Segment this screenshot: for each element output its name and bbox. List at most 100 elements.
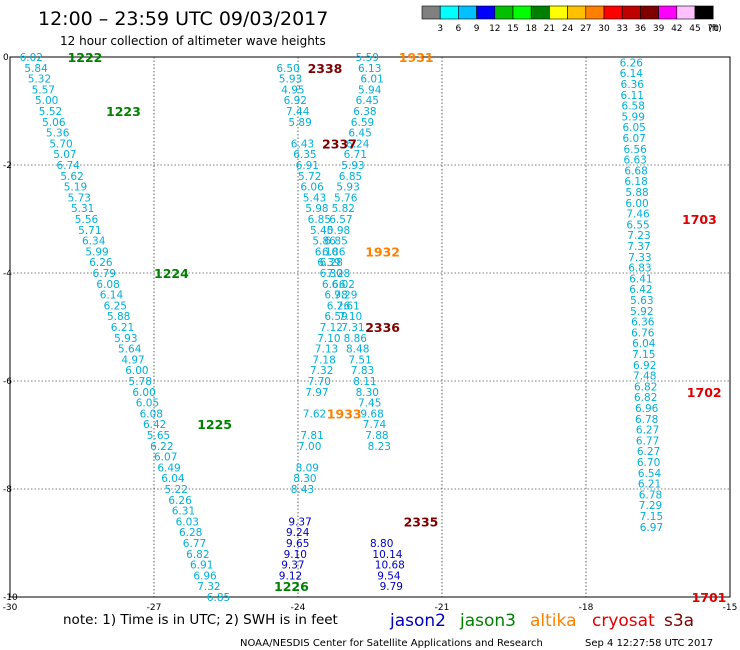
wave-height-label: 6.78 (639, 489, 662, 501)
x-tick-label: -27 (147, 603, 162, 613)
wave-height-label: 7.12 (320, 322, 343, 334)
wave-height-label: 5.92 (630, 306, 653, 318)
pass-time-labels: 1222 1223 1224 1225 1226 2338 2337 2336 2335 1931… (68, 50, 727, 605)
wave-height-label: 6.21 (638, 479, 661, 491)
wave-height-label: 6.58 (622, 101, 645, 113)
wave-height-label: 6.59 (351, 117, 374, 129)
wave-height-label: 8.48 (346, 344, 369, 356)
wave-height-label: 5.82 (332, 203, 355, 215)
wave-height-label: 7.46 (626, 209, 650, 221)
wave-height-label: 6.39 (317, 257, 340, 269)
legend-item-cryosat: cryosat (592, 611, 655, 631)
wave-height-label: 6.25 (104, 300, 127, 312)
wave-height-label: 6.68 (624, 165, 647, 177)
wave-height-label: 5.93 (341, 160, 364, 172)
colorbar-swatch (603, 5, 623, 20)
wave-height-label: 6.41 (629, 273, 652, 285)
wave-height-label: 7.23 (627, 230, 650, 242)
pass-time-label: 1703 (682, 212, 717, 227)
wave-height-label: 6.21 (111, 322, 134, 334)
wave-height-label: 5.43 (303, 192, 326, 204)
wave-height-label: 7.29 (334, 290, 357, 302)
wave-height-label: 5.06 (42, 117, 66, 129)
wave-height-label: 9.37 (281, 560, 304, 572)
pass-time-label: 2338 (308, 61, 343, 76)
colorbar-tick-label: 33 (616, 24, 627, 34)
wave-height-label: 6.45 (348, 128, 371, 140)
pass-time-label: 2335 (404, 514, 439, 529)
wave-height-label: 6.43 (291, 138, 314, 150)
wave-height-label: 6.57 (329, 214, 352, 226)
wave-height-label: 6.92 (284, 95, 307, 107)
colorbar: 3 6 9 12 15 18 21 24 27 30 33 36 39 42 45 70 (421, 5, 719, 34)
wave-height-label: 7.48 (633, 371, 656, 383)
wave-height-label: 6.13 (358, 63, 381, 75)
wave-height-label: 6.04 (161, 473, 185, 485)
wave-height-label: 6.27 (637, 446, 660, 458)
wave-height-label: 7.51 (348, 354, 371, 366)
wave-height-label: 6.79 (93, 268, 116, 280)
pass-time-label: 1701 (692, 590, 727, 605)
wave-height-label: 6.59 (324, 311, 347, 323)
wave-height-label: 6.34 (82, 236, 106, 248)
y-tick-label: -10 (3, 593, 18, 603)
wave-height-label: 5.57 (32, 84, 55, 96)
colorbar-swatch (530, 5, 550, 20)
wave-height-label: 6.97 (640, 522, 663, 534)
wave-height-label: 6.50 (276, 63, 299, 75)
wave-height-label: 7.45 (358, 398, 381, 410)
colorbar-swatch (658, 5, 678, 20)
pass-time-label: 1224 (154, 266, 189, 281)
colorbar-tick-label: 6 (456, 24, 462, 34)
colorbar-tick-label: 18 (525, 24, 537, 34)
pass-time-label: 1702 (687, 385, 722, 400)
wave-height-label: 6.56 (623, 144, 647, 156)
wave-height-label: 6.71 (344, 149, 367, 161)
pass-time-label: 1931 (399, 50, 434, 65)
wave-height-label: 5.72 (298, 171, 321, 183)
colorbar-swatch (549, 5, 568, 20)
wave-height-label: 7.31 (341, 322, 364, 334)
wave-height-label: 6.85 (207, 592, 230, 604)
wave-height-label: 6.36 (621, 79, 645, 91)
wave-height-label: 6.42 (143, 419, 166, 431)
colorbar-tick-label: 45 (689, 24, 700, 34)
colorbar-swatch (585, 5, 605, 20)
wave-height-label: 6.10 (315, 246, 338, 258)
pass-time-label: 1932 (365, 244, 400, 259)
colorbar-tick-label: 39 (653, 24, 665, 34)
wave-height-label: 6.96 (193, 570, 217, 582)
x-tick-label: -24 (291, 603, 306, 613)
wave-height-label: 6.63 (623, 155, 646, 167)
wave-height-label: 7.88 (365, 430, 388, 442)
colorbar-tick-label: 24 (562, 24, 574, 34)
wave-height-label: 6.00 (132, 387, 155, 399)
wave-height-label: 5.76 (334, 192, 358, 204)
wave-height-label: 5.89 (288, 117, 311, 129)
wave-height-label: 6.98 (324, 290, 347, 302)
wave-height-label: 6.91 (190, 560, 213, 572)
wave-height-label: 5.88 (625, 187, 648, 199)
plot-grid (9, 56, 731, 598)
wave-height-label: 9.10 (284, 549, 307, 561)
wave-height-label: 6.00 (125, 365, 148, 377)
wave-height-label: 5.86 (312, 236, 336, 248)
colorbar-swatch (567, 5, 587, 20)
wave-height-label: 6.22 (150, 441, 173, 453)
wave-height-label: 6.82 (634, 381, 657, 393)
colorbar-swatch (640, 5, 659, 20)
wave-height-label: 6.02 (332, 279, 355, 291)
wave-height-label: 7.10 (317, 333, 340, 345)
wave-height-label: 6.83 (628, 263, 651, 275)
pass-time-label: 1222 (68, 50, 103, 65)
x-tick-label: -30 (3, 603, 18, 613)
wave-height-label: 6.96 (635, 403, 659, 415)
wave-height-label: 6.70 (637, 457, 660, 469)
y-tick-label: -4 (3, 269, 12, 279)
wave-height-label: 5.32 (28, 74, 51, 86)
x-tick-label: -15 (723, 603, 738, 613)
colorbar-swatch (694, 5, 714, 20)
wave-height-label: 6.24 (346, 138, 370, 150)
wave-height-label: 6.28 (320, 257, 343, 269)
